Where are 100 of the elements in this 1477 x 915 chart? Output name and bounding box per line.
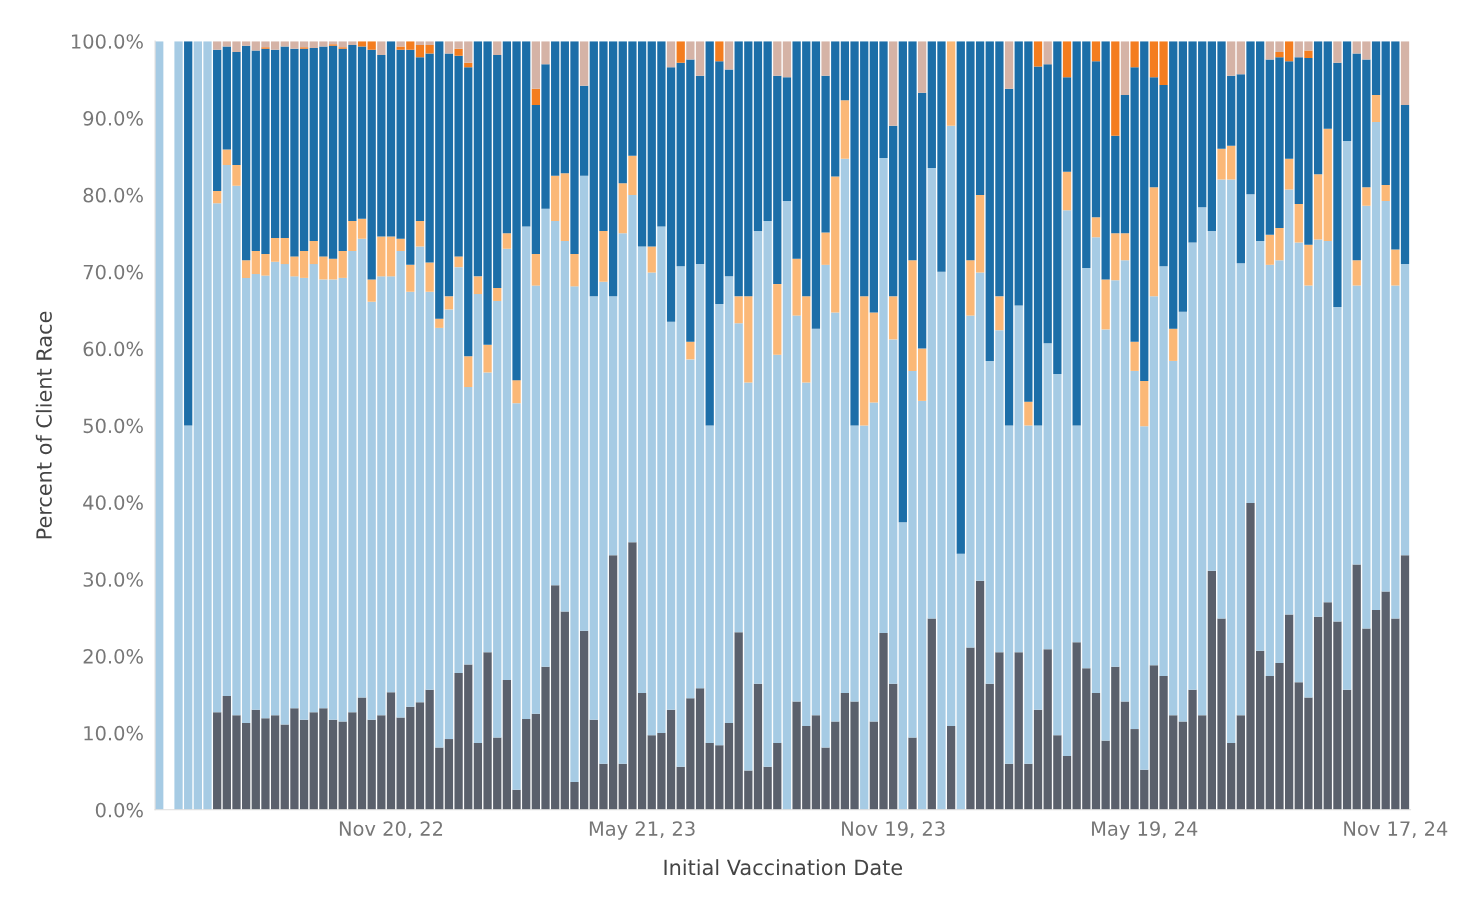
bar [1294,204,1303,243]
bar [724,276,734,723]
bar [1313,174,1323,240]
bar [483,344,492,373]
bar [396,238,405,251]
y-tick-label: 80.0% [83,187,143,203]
y-tick-label: 90.0% [83,110,143,126]
bar [676,41,685,63]
bar [1362,187,1371,206]
bar [946,726,956,810]
y-tick-label: 30.0% [83,572,143,587]
bar [1111,41,1120,136]
bar [889,296,898,340]
bar [213,41,222,50]
y-tick-label: 50.0% [83,418,143,434]
bar [1062,755,1072,810]
bar [1400,264,1410,556]
y-axis-title: Percent of Client Race [35,311,52,539]
bar [1400,104,1410,265]
bar [869,312,878,403]
bar [1091,61,1101,218]
bar [1140,380,1149,427]
bar [666,41,676,68]
bar [773,41,782,76]
bar [1304,50,1313,59]
bar [1284,158,1294,190]
bar [1371,94,1381,122]
bar [1391,249,1400,286]
bar [1130,341,1139,371]
bar [242,260,251,278]
bar [1304,244,1313,286]
x-tick-label: May 19, 24 [1092,821,1198,840]
bar [1120,233,1130,261]
bar [493,41,502,56]
bar [1400,555,1410,810]
bar [454,48,463,56]
bar [840,100,850,159]
bar [232,164,241,186]
x-axis-title: Initial Vaccination Date [664,859,903,876]
x-tick-label: Nov 20, 22 [339,821,443,838]
bar [1333,41,1342,63]
bar [1227,41,1236,76]
bar [782,41,792,78]
bar [551,175,560,222]
bar [435,318,444,328]
bar [493,287,502,301]
bar [213,49,222,192]
bar [386,692,396,810]
bar [927,618,936,810]
y-tick-label: 20.0% [83,649,143,664]
bar [1062,77,1072,172]
bar [1381,184,1390,202]
bar [715,41,724,62]
bar [406,264,415,292]
y-tick-label: 10.0% [84,725,143,741]
y-tick-label: 100.0% [71,34,143,49]
bar [599,231,608,282]
bar [1236,41,1245,75]
bar [946,41,956,126]
bar [1149,187,1159,297]
bar [686,341,695,360]
bar [773,284,782,355]
bar [995,296,1004,331]
bar [502,233,512,249]
y-tick-label: 0.0% [95,802,143,818]
bar [570,254,579,287]
bar [724,722,734,810]
x-tick-label: Nov 19, 23 [842,821,945,838]
bar [1323,128,1332,242]
bar [338,251,347,278]
bar [386,236,396,277]
bar [444,296,454,310]
bar [1091,237,1101,693]
bar [213,191,222,204]
bar [1120,41,1130,95]
bar [386,41,396,237]
bar [1043,41,1052,65]
y-tick-label: 40.0% [83,495,143,510]
bar [724,69,734,277]
bar [1400,41,1410,105]
bar [512,380,521,404]
bar [222,149,231,165]
bar [367,41,376,50]
bar [184,41,193,426]
y-tick-label: 70.0% [83,264,143,280]
y-tick-label: 60.0% [83,341,143,357]
x-tick-label: Nov 17, 24 [1344,821,1448,838]
bar [1091,692,1101,810]
bar [1024,401,1033,426]
bar [1169,328,1178,361]
bar [531,88,540,105]
x-tick-label: May 21, 23 [589,821,695,840]
bar [821,41,830,76]
bar [580,41,589,86]
bar [1352,260,1361,286]
bar [1091,41,1101,62]
bar [560,173,569,242]
bar [473,276,483,295]
bar [454,256,463,268]
bar [889,41,898,126]
